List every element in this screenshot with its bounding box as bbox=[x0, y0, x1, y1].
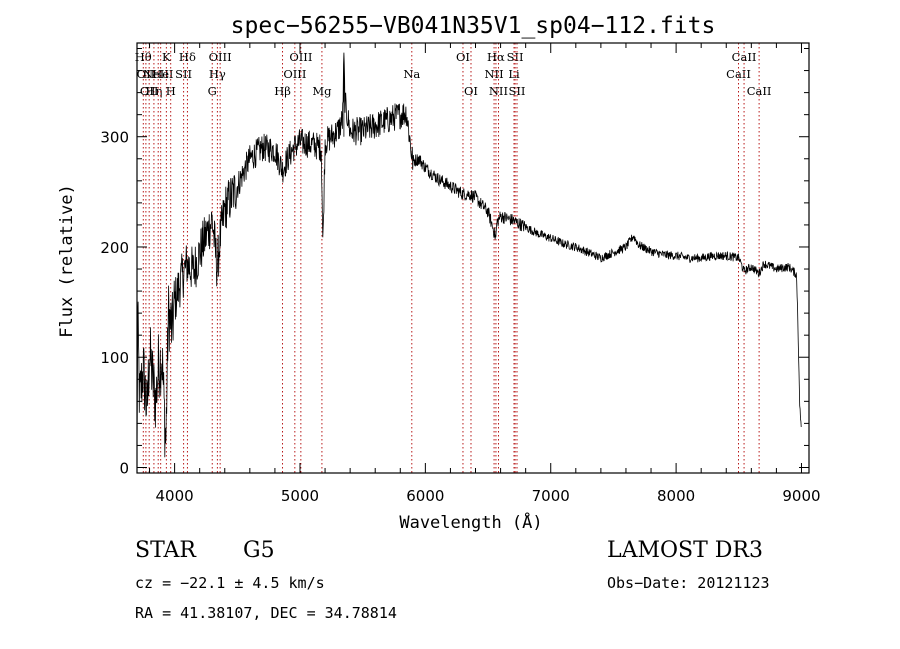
spectral-line-label-20: NII bbox=[484, 67, 503, 81]
spectral-line-label-0: Hθ bbox=[135, 50, 152, 64]
spectral-line-label-5: He bbox=[152, 67, 169, 81]
spectral-line-label-6: K bbox=[162, 50, 171, 64]
spectrum-series bbox=[136, 52, 802, 458]
y-tick-label-100: 100 bbox=[100, 349, 129, 367]
spectral-line-label-14: OIII bbox=[283, 67, 306, 81]
spectral-line-label-13: Hβ bbox=[274, 84, 291, 98]
x-tick-label-5000: 5000 bbox=[281, 487, 319, 505]
spectral-line-label-7: H bbox=[166, 84, 176, 98]
spectral-line-label-11: Hγ bbox=[209, 67, 226, 81]
spectral-line-label-21: Hα bbox=[487, 50, 505, 64]
spectral-line-label-26: CaII bbox=[726, 67, 751, 81]
y-tick-label-0: 0 bbox=[119, 459, 129, 477]
survey-name: LAMOST DR3 bbox=[607, 538, 763, 563]
spectral-line-label-16: Mg bbox=[312, 84, 332, 98]
y-tick-label-300: 300 bbox=[100, 129, 129, 147]
x-tick-label-9000: 9000 bbox=[782, 487, 820, 505]
spectral-line-label-25: SII bbox=[509, 84, 526, 98]
spectral-line-label-12: OIII bbox=[209, 50, 232, 64]
object-class: STAR bbox=[135, 538, 196, 563]
spectrum-line bbox=[136, 52, 802, 458]
x-tick-label-6000: 6000 bbox=[406, 487, 444, 505]
spectral-line-label-9: Hδ bbox=[179, 50, 196, 64]
redshift-velocity: cz = −22.1 ± 4.5 km/s bbox=[135, 574, 325, 592]
plot-frame bbox=[136, 42, 810, 474]
sky-coordinates: RA = 41.38107, DEC = 34.78814 bbox=[135, 604, 397, 622]
x-tick-label-4000: 4000 bbox=[156, 487, 194, 505]
spectral-line-label-23: Li bbox=[508, 67, 520, 81]
spectral-line-markers: HθOIIOIIHηNeIIIHeKHSIIHδGHγOIIIHβOIIIOII… bbox=[135, 43, 772, 473]
spectral-line-label-15: OIII bbox=[289, 50, 312, 64]
spectral-line-label-22: NII bbox=[489, 84, 508, 98]
x-axis-label: Wavelength (Å) bbox=[399, 511, 542, 533]
object-subclass: G5 bbox=[243, 538, 275, 563]
spectral-line-label-24: SII bbox=[507, 50, 524, 64]
spectral-line-label-18: OI bbox=[456, 50, 470, 64]
y-tick-label-200: 200 bbox=[100, 239, 129, 257]
x-tick-label-8000: 8000 bbox=[657, 487, 695, 505]
chart-title: spec−56255−VB041N35V1_sp04−112.fits bbox=[231, 13, 716, 39]
spectral-line-label-28: CaII bbox=[747, 84, 772, 98]
observation-date: Obs−Date: 20121123 bbox=[607, 574, 770, 592]
axis-ticks: 4000 5000 6000 7000 8000 9000 0 100 200 300 bbox=[100, 43, 821, 505]
spectral-line-label-17: Na bbox=[403, 67, 420, 81]
y-axis-label: Flux (relative) bbox=[57, 184, 77, 338]
spectral-line-label-27: CaII bbox=[732, 50, 757, 64]
spectral-line-label-19: OI bbox=[464, 84, 478, 98]
spectral-line-label-8: SII bbox=[175, 67, 192, 81]
spectral-line-label-4: NeIII bbox=[143, 67, 174, 81]
spectral-line-label-10: G bbox=[208, 84, 217, 98]
spectral-line-label-3: Hη bbox=[145, 84, 162, 98]
x-tick-label-7000: 7000 bbox=[532, 487, 570, 505]
